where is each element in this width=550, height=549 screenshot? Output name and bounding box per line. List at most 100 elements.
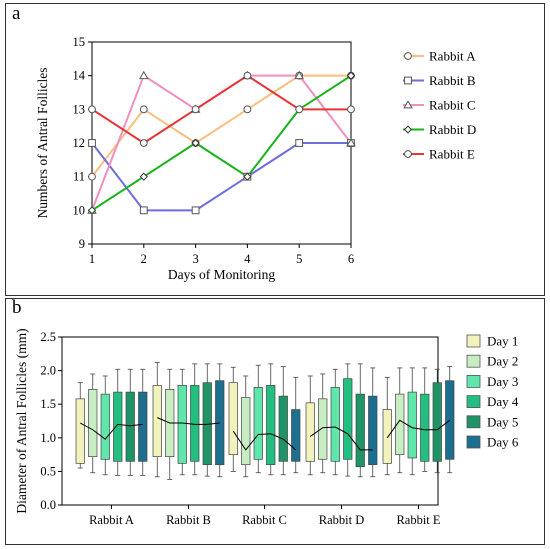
x-tick-label: 1 <box>89 252 95 266</box>
panel-a: a 9 10 11 12 13 14 15 1 2 3 4 5 6 Days of Monitoring N… <box>5 3 545 296</box>
legend-marker <box>403 100 413 109</box>
data-point <box>243 172 252 181</box>
y-tick-label: 13 <box>73 102 86 116</box>
box <box>305 402 315 462</box>
series-line <box>91 142 351 212</box>
y-tick-label: 10 <box>73 203 86 217</box>
legend-label: Day 6 <box>487 435 519 450</box>
median-line <box>80 422 143 440</box>
y-tick-label: 11 <box>73 170 85 184</box>
x-tick-label: 2 <box>141 252 147 266</box>
legend-label: Day 2 <box>487 354 518 369</box>
legend-swatch <box>466 354 481 368</box>
box <box>125 391 135 462</box>
box <box>355 393 365 468</box>
data-point <box>243 71 252 80</box>
data-point <box>87 206 97 215</box>
box <box>343 378 353 460</box>
box <box>278 395 288 462</box>
series-line <box>91 74 352 212</box>
data-point <box>139 139 148 147</box>
box <box>88 389 98 457</box>
data-point <box>294 70 304 80</box>
data-point <box>243 105 252 114</box>
box <box>432 382 442 462</box>
legend-swatch <box>466 375 481 388</box>
legend-swatch <box>466 435 481 449</box>
x-tick-label: 4 <box>244 252 251 266</box>
box <box>138 391 148 462</box>
category-label: Rabbit D <box>319 513 364 527</box>
legend-label: Rabbit C <box>429 98 476 113</box>
box <box>253 387 263 460</box>
y-tick-label: 0.5 <box>40 464 56 478</box>
box <box>420 393 430 462</box>
legend-label: Day 4 <box>487 394 519 409</box>
box <box>177 385 187 464</box>
box <box>368 395 378 466</box>
data-point <box>139 206 148 215</box>
x-tick-label: 6 <box>348 252 354 266</box>
box <box>330 387 340 462</box>
data-point <box>88 139 96 147</box>
y-tick-label: 2.0 <box>40 364 56 378</box>
box <box>241 397 251 466</box>
series-line <box>91 74 351 145</box>
box <box>266 385 276 466</box>
series-line <box>91 74 351 178</box>
data-point <box>346 138 356 147</box>
panel-b: b 0.0 0.5 1.0 1.5 2.0 2.5 Diameter of Antral F… <box>5 297 545 545</box>
y-tick-label: 1.0 <box>40 431 56 445</box>
box <box>75 398 85 464</box>
box <box>113 391 123 462</box>
y-tick-label: 15 <box>73 35 86 49</box>
box <box>382 409 392 464</box>
median-line <box>309 426 373 451</box>
box <box>445 380 455 460</box>
median-line <box>157 417 220 425</box>
legend-marker <box>403 125 413 134</box>
median-line <box>232 430 297 451</box>
box-chart: 0.0 0.5 1.0 1.5 2.0 2.5 Diameter of Antral Fol… <box>14 328 519 527</box>
panel-b-label: b <box>12 297 22 318</box>
data-point <box>347 105 355 114</box>
legend-label: Day 5 <box>487 414 518 429</box>
y-tick-label: 0.0 <box>40 498 56 512</box>
data-point <box>191 138 200 148</box>
category-label: Rabbit B <box>166 513 211 527</box>
data-point <box>139 172 148 181</box>
y-axis-label: Numbers of Antral Follicles <box>35 67 50 218</box>
box <box>318 398 328 460</box>
data-point <box>191 105 200 114</box>
legend-swatch <box>466 334 481 348</box>
x-tick-label: 3 <box>192 252 198 266</box>
y-tick-label: 1.5 <box>40 397 56 411</box>
data-point <box>295 105 304 114</box>
category-label: Rabbit A <box>89 513 134 527</box>
box <box>100 393 110 460</box>
data-point <box>88 105 96 114</box>
legend-label: Day 1 <box>487 334 518 349</box>
y-tick-label: 9 <box>79 237 85 251</box>
x-tick-label: 5 <box>296 252 302 266</box>
legend-marker <box>404 76 412 85</box>
legend-swatch <box>466 395 481 408</box>
data-point <box>88 172 96 181</box>
legend-label: Day 3 <box>487 374 518 389</box>
y-tick-label: 14 <box>73 69 86 83</box>
y-axis-label: Diameter of Antral Follicles (mm) <box>14 328 29 513</box>
box <box>215 380 225 466</box>
box <box>407 391 417 459</box>
legend-marker <box>404 52 412 60</box>
legend-marker <box>404 150 412 158</box>
box <box>228 382 238 455</box>
legend-label: Rabbit D <box>429 122 476 137</box>
data-point <box>295 139 304 147</box>
category-label: Rabbit E <box>396 513 440 527</box>
box <box>395 393 405 455</box>
legend-label: Rabbit E <box>429 147 475 162</box>
category-label: Rabbit C <box>242 513 287 527</box>
panel-a-label: a <box>12 3 21 24</box>
data-point <box>139 70 149 80</box>
